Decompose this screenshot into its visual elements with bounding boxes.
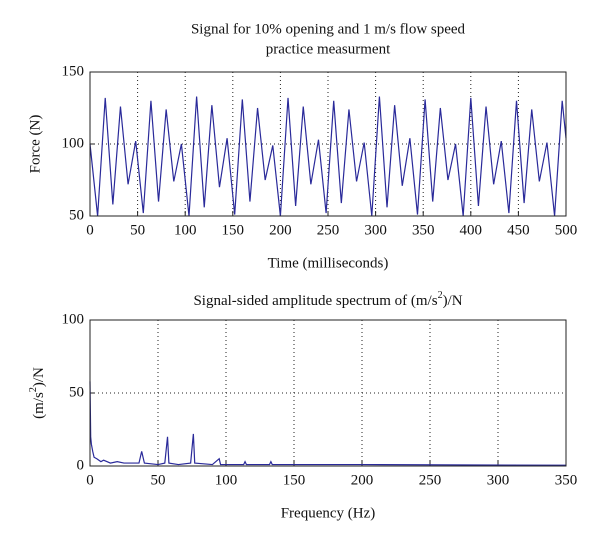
chart-title: Signal for 10% opening and 1 m/s flow sp… [191, 21, 466, 37]
y-axis-label: (m/s2)/N [28, 367, 47, 419]
x-tick-label: 250 [419, 472, 442, 488]
x-tick-label: 100 [215, 472, 238, 488]
label-part: )/N [31, 367, 47, 387]
x-tick-label: 150 [222, 222, 245, 238]
chart-title: practice measurment [266, 41, 391, 57]
y-tick-label: 50 [69, 384, 84, 400]
x-tick-label: 0 [86, 222, 94, 238]
x-tick-label: 350 [555, 472, 578, 488]
plot-frame [89, 71, 567, 217]
label-part: (m/s [31, 392, 47, 419]
title-part: )/N [443, 293, 463, 309]
x-axis-label: Frequency (Hz) [281, 505, 376, 521]
x-tick-label: 350 [412, 222, 435, 238]
x-axis-label: Time (milliseconds) [268, 255, 389, 271]
x-tick-label: 100 [174, 222, 197, 238]
y-axis-label: Force (N) [27, 115, 43, 174]
x-tick-label: 50 [151, 472, 166, 488]
x-tick-label: 200 [269, 222, 292, 238]
title-part: Signal-sided amplitude spectrum of (m/s [193, 293, 437, 309]
x-tick-label: 300 [364, 222, 387, 238]
plot-frame [89, 319, 567, 467]
y-tick-label: 150 [62, 63, 85, 79]
x-tick-label: 400 [460, 222, 483, 238]
title-superscript: 2 [438, 290, 443, 301]
x-tick-label: 500 [555, 222, 578, 238]
x-tick-label: 200 [351, 472, 374, 488]
chart-title: Signal-sided amplitude spectrum of (m/s2… [193, 290, 462, 309]
y-tick-label: 100 [62, 135, 85, 151]
y-tick-label: 50 [69, 207, 84, 223]
x-tick-label: 0 [86, 472, 94, 488]
x-tick-label: 250 [317, 222, 340, 238]
x-tick-label: 150 [283, 472, 306, 488]
y-tick-label: 100 [62, 311, 85, 327]
x-tick-label: 450 [507, 222, 530, 238]
label-superscript: 2 [28, 387, 39, 392]
x-tick-label: 50 [130, 222, 145, 238]
y-tick-label: 0 [77, 457, 85, 473]
data-line [89, 381, 567, 466]
x-tick-label: 300 [487, 472, 510, 488]
data-line [89, 96, 567, 217]
